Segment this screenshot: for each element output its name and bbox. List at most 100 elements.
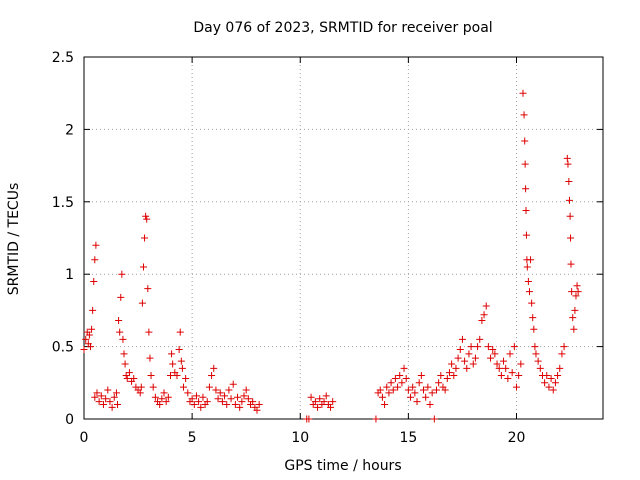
data-point: [417, 372, 425, 380]
data-point: [158, 395, 166, 403]
data-point: [389, 386, 397, 394]
data-point: [376, 386, 384, 394]
data-point: [85, 331, 93, 339]
data-point: [212, 386, 220, 394]
data-point: [558, 350, 566, 358]
data-point: [394, 383, 402, 391]
data-point: [97, 392, 105, 400]
plot-frame: [83, 56, 604, 420]
data-point: [236, 403, 244, 411]
data-point: [95, 398, 103, 406]
data-point: [513, 383, 520, 391]
data-point: [255, 401, 263, 409]
data-point: [119, 335, 127, 343]
data-point: [522, 185, 530, 193]
data-point: [231, 401, 239, 409]
data-point: [378, 393, 386, 401]
data-point: [240, 392, 248, 400]
data-point: [82, 335, 90, 343]
data-point: [391, 374, 399, 382]
data-point: [428, 389, 436, 397]
y-axis-label: SRMTID / TECUs: [6, 183, 22, 296]
data-point: [541, 379, 549, 387]
data-point: [179, 383, 187, 391]
data-point: [563, 154, 571, 162]
data-point: [205, 383, 213, 391]
data-point: [500, 357, 508, 365]
data-point: [184, 389, 192, 397]
data-point: [495, 364, 503, 372]
data-point: [430, 415, 438, 423]
grid: [84, 57, 603, 419]
y-tick-label: 1.5: [52, 195, 74, 211]
data-point: [305, 415, 313, 423]
data-point: [147, 372, 155, 380]
data-point: [574, 288, 582, 296]
data-point: [238, 398, 246, 406]
data-point: [489, 345, 497, 353]
data-point: [138, 299, 146, 307]
data-point: [199, 393, 207, 401]
data-point: [525, 288, 533, 296]
chart-title: Day 076 of 2023, SRMTID for receiver poa…: [193, 20, 492, 36]
data-point: [91, 256, 99, 264]
data-point: [372, 415, 380, 423]
data-point: [456, 345, 464, 353]
data-point: [142, 212, 150, 220]
data-point: [521, 160, 529, 168]
data-point: [551, 379, 559, 387]
data-point: [383, 383, 391, 391]
data-point: [182, 374, 190, 382]
data-point: [203, 398, 211, 406]
data-point: [411, 389, 419, 397]
x-axis-label: GPS time / hours: [284, 458, 401, 474]
data-point: [567, 260, 575, 268]
data-point: [90, 277, 98, 285]
data-point: [210, 364, 218, 372]
data-point: [450, 372, 458, 380]
data-point: [195, 398, 203, 406]
data-point: [400, 364, 408, 372]
data-point: [121, 360, 129, 368]
data-point: [104, 386, 112, 394]
data-point: [130, 374, 138, 382]
data-point: [432, 386, 440, 394]
data-point: [454, 354, 462, 362]
data-point: [108, 403, 116, 411]
data-point: [478, 317, 486, 325]
data-point: [221, 392, 229, 400]
data-point: [420, 386, 428, 394]
x-tick-label: 5: [188, 430, 197, 446]
data-point: [151, 393, 159, 401]
x-tick-label: 15: [399, 430, 417, 446]
data-point: [426, 401, 434, 409]
data-point: [441, 386, 449, 394]
data-point: [437, 372, 445, 380]
data-point: [528, 299, 536, 307]
data-point: [216, 389, 224, 397]
data-point: [491, 350, 499, 358]
data-point: [565, 178, 573, 186]
data-point: [504, 374, 512, 382]
y-tick-label: 0: [65, 412, 74, 428]
data-point: [197, 403, 205, 411]
data-point: [253, 406, 261, 414]
data-point: [327, 403, 335, 411]
data-point: [570, 325, 578, 333]
data-point: [568, 288, 576, 296]
data-point: [404, 386, 412, 394]
data-point: [244, 395, 252, 403]
data-point: [502, 364, 510, 372]
data-point: [320, 398, 328, 406]
data-point: [146, 354, 154, 362]
y-tick-label: 1: [65, 267, 74, 283]
data-point: [402, 374, 410, 382]
data-point: [178, 364, 186, 372]
x-tick-label: 20: [508, 430, 526, 446]
data-point: [435, 379, 443, 387]
data-point: [322, 392, 330, 400]
data-point: [569, 314, 577, 322]
data-point: [218, 398, 226, 406]
data-point: [547, 374, 555, 382]
